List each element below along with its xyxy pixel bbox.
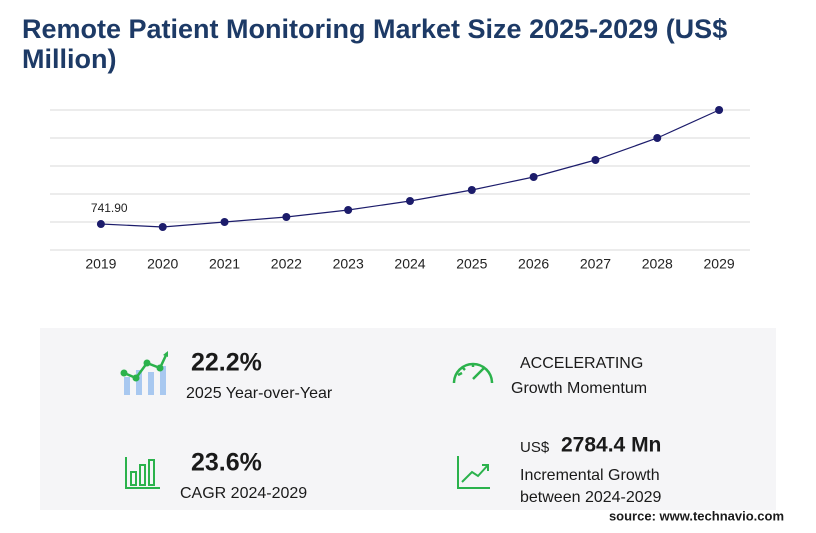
point	[715, 106, 724, 114]
point	[344, 205, 353, 214]
point	[467, 186, 476, 195]
point	[653, 134, 662, 142]
value-label: 741.90	[91, 201, 128, 215]
stat-label: Growth Momentum	[511, 380, 647, 397]
stat-label: between 2024-2029	[520, 489, 662, 506]
x-tick-label: 2019	[85, 256, 116, 272]
x-tick-label: 2027	[580, 256, 611, 272]
stat-title: ACCELERATING	[520, 355, 643, 372]
stat-label: Incremental Growth	[520, 467, 660, 484]
stat-label: CAGR 2024-2029	[180, 485, 307, 502]
x-tick-label: 2021	[209, 256, 240, 272]
point	[529, 172, 538, 181]
point	[591, 156, 600, 165]
point	[282, 212, 291, 221]
x-tick-label: 2024	[394, 256, 425, 272]
stat-value: 23.6%	[191, 449, 262, 477]
x-tick-label: 2028	[642, 256, 673, 272]
growth-icon	[120, 351, 169, 395]
point	[158, 223, 167, 232]
stat-value: 22.2%	[191, 349, 262, 377]
point	[220, 218, 229, 226]
source: source: www.technavio.com	[609, 508, 784, 523]
x-tick-label: 2026	[518, 256, 549, 272]
gauge-icon	[452, 362, 494, 384]
x-tick-label: 2025	[456, 256, 487, 272]
line	[100, 109, 720, 228]
point	[406, 197, 414, 205]
bar-icon	[125, 457, 160, 489]
point	[96, 220, 105, 229]
stats-panel	[40, 328, 776, 510]
stat-label: 2025 Year-over-Year	[186, 385, 333, 402]
x-tick-label: 2023	[333, 256, 364, 272]
x-tick-label: 2022	[271, 256, 302, 272]
x-tick-label: 2020	[147, 256, 178, 272]
chart-title: Remote Patient Monitoring Market Size 20…	[22, 14, 727, 74]
x-tick-label: 2029	[704, 256, 735, 272]
stat-value: 2784.4 Mn	[561, 434, 661, 457]
stat-unit: US$	[520, 439, 550, 456]
trend-icon	[457, 456, 490, 489]
